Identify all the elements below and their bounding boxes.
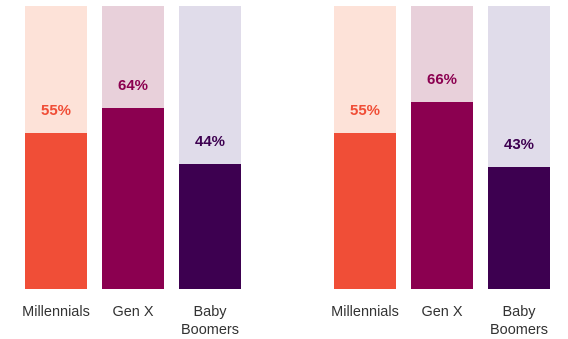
bar-millennials xyxy=(334,133,396,289)
bar-track-genx: 66% xyxy=(411,6,473,289)
value-label-genx: 66% xyxy=(426,71,458,89)
category-label-line: Boomers xyxy=(489,322,549,338)
category-label-genx: Gen X xyxy=(397,303,487,321)
value-label-millennials: 55% xyxy=(349,102,381,120)
bar-millennials xyxy=(25,133,87,289)
bar-chart-2: 55% Millennials 66% Gen X 43% Baby Boomers xyxy=(331,0,568,339)
value-label-millennials: 55% xyxy=(40,102,72,120)
bar-genx xyxy=(102,107,164,289)
category-label-millennials: Millennials xyxy=(320,303,410,321)
bar-chart-1: 55% Millennials 64% Gen X 44% Baby Boomers xyxy=(22,0,285,339)
category-label-genx: Gen X xyxy=(88,303,178,321)
bar-track-millennials: 55% xyxy=(334,6,396,289)
value-label-genx: 64% xyxy=(117,76,149,94)
category-label-line: Boomers xyxy=(180,322,240,338)
bar-genx xyxy=(411,102,473,289)
bar-boomers xyxy=(488,167,550,289)
category-label-line: Millennials xyxy=(331,304,399,320)
category-label-millennials: Millennials xyxy=(11,303,101,321)
bar-boomers xyxy=(179,164,241,289)
value-label-boomers: 43% xyxy=(503,136,535,154)
category-label-line: Millennials xyxy=(22,304,90,320)
bar-track-millennials: 55% xyxy=(25,6,87,289)
category-label-line: Baby xyxy=(193,304,227,320)
value-label-boomers: 44% xyxy=(194,133,226,151)
category-label-line: Baby xyxy=(502,304,536,320)
bar-track-genx: 64% xyxy=(102,6,164,289)
category-label-boomers: Baby Boomers xyxy=(474,303,564,339)
bar-track-boomers: 44% xyxy=(179,6,241,289)
category-label-line: Gen X xyxy=(421,304,463,320)
bar-track-boomers: 43% xyxy=(488,6,550,289)
category-label-line: Gen X xyxy=(112,304,154,320)
category-label-boomers: Baby Boomers xyxy=(165,303,255,339)
